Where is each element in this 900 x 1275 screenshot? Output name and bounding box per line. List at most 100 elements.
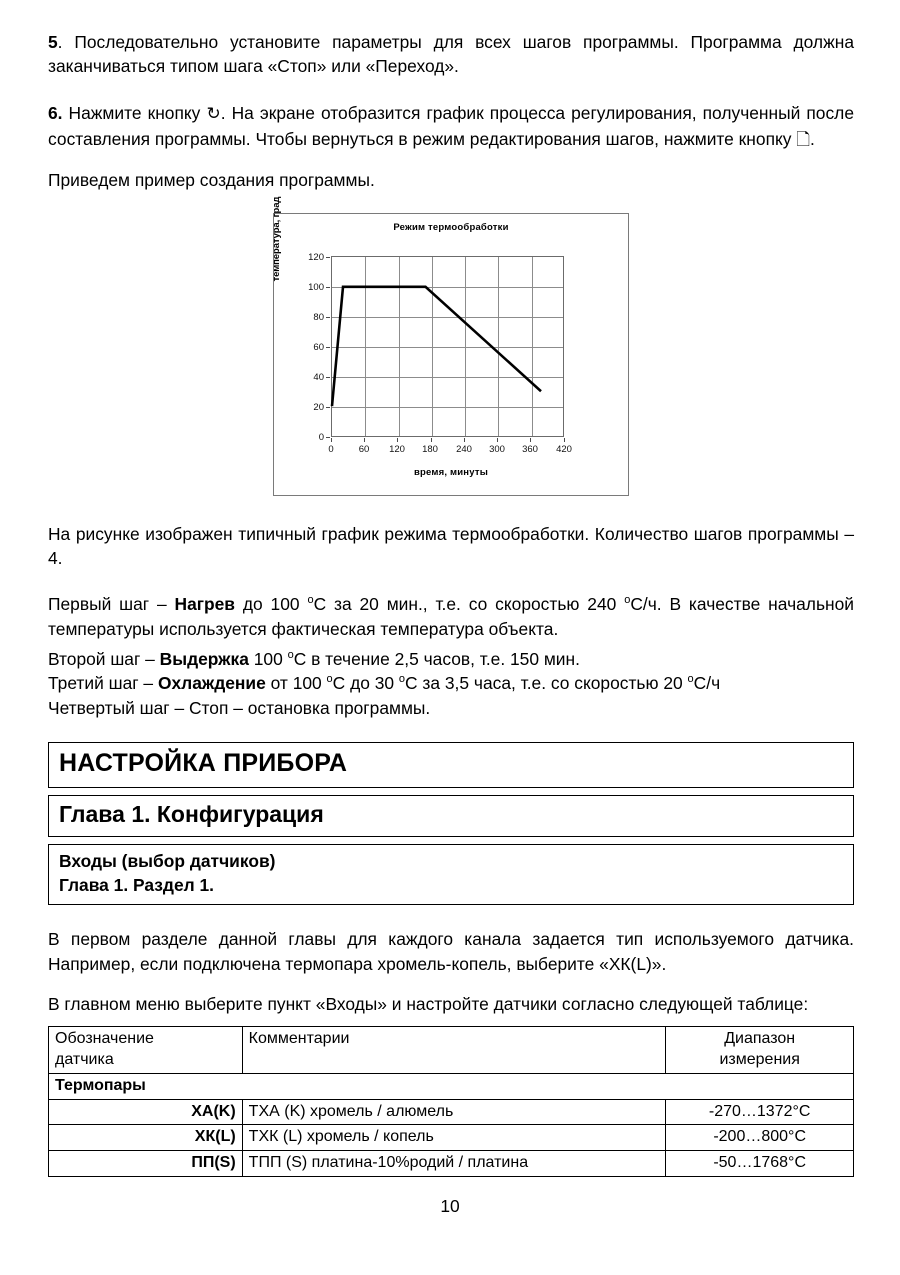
step-one-text-c: С/ч. В качестве начальной температуры ис… <box>48 594 854 639</box>
chart-tick-mark <box>364 437 365 442</box>
chart-tick-mark <box>326 406 330 408</box>
chart-tick-mark <box>497 437 498 442</box>
paragraph-6-number: 6. <box>48 102 63 123</box>
chart-y-tick-label: 100 <box>308 281 324 293</box>
step-one-type: Нагрев <box>174 594 235 615</box>
chart-tick-mark <box>326 316 330 318</box>
paragraph-table-intro: В главном меню выберите пункт «Входы» и … <box>48 993 809 1014</box>
chart-tick-mark <box>464 437 465 442</box>
table-header-sensor-designation: Обозначение датчика <box>48 1026 243 1074</box>
chart-x-tick-label: 60 <box>358 443 370 455</box>
table-cell-comment: ТПП (S) платина-10%родий / платина <box>241 1150 667 1178</box>
chart-y-tick-label: 40 <box>313 371 324 383</box>
chapter-heading-configuration: Глава 1. Конфигурация <box>48 795 854 838</box>
subsection-heading-line-1: Входы (выбор датчиков) <box>59 851 276 872</box>
chart-gridline-vertical <box>365 256 367 436</box>
chart-y-tick-label: 20 <box>313 401 324 413</box>
chart-y-tick-label: 120 <box>308 251 324 263</box>
chart-tick-mark <box>331 437 332 442</box>
degree-symbol: o <box>624 594 631 607</box>
spacer <box>48 788 854 795</box>
paragraph-step-6: 6. Нажмите кнопку ↻. На экране отобразит… <box>48 101 854 153</box>
spacer <box>48 496 854 522</box>
degree-symbol: o <box>307 594 314 607</box>
paragraph-example-intro: Приведем пример создания программы. <box>48 170 375 191</box>
table-header-row: Обозначение датчика Комментарии Диапазон… <box>48 1026 854 1074</box>
chart-gridline-horizontal <box>332 407 563 409</box>
chart-x-tick-label: 120 <box>389 443 405 455</box>
step-three-text-a: от 100 <box>265 673 327 694</box>
chart-gridline-horizontal <box>332 316 563 318</box>
spacer <box>48 570 854 592</box>
paragraph-step-four: Четвертый шаг – Стоп – остановка програм… <box>48 697 431 718</box>
table-cell-sensor-code: ХК(L) <box>48 1124 243 1152</box>
chart-x-tick-label: 240 <box>456 443 472 455</box>
degree-symbol: o <box>287 649 294 662</box>
paragraph-5-number: 5 <box>48 32 58 52</box>
table-cell-sensor-code: ПП(S) <box>48 1150 243 1178</box>
chart-title: Режим термообработки <box>393 221 509 233</box>
spacer <box>48 976 854 992</box>
chart-tick-mark <box>326 286 330 288</box>
table-header-measurement-range: Диапазон измерения <box>665 1026 854 1074</box>
table-cell-sensor-code: ХА(K) <box>48 1098 243 1126</box>
step-three-text-c: С за 3,5 часа, т.е. со скоростью 20 <box>405 673 688 694</box>
chart-x-tick-label: 420 <box>556 443 572 455</box>
table-cell-range: -270…1372°С <box>665 1098 854 1126</box>
chart-tick-mark <box>431 437 432 442</box>
spacer <box>48 837 854 844</box>
spacer <box>48 1016 854 1026</box>
sensor-types-table: Обозначение датчика Комментарии Диапазон… <box>48 1026 854 1178</box>
paragraph-6-text-b: . На экране отобразится график процесса … <box>48 102 854 149</box>
chart-gridline-horizontal <box>332 286 563 288</box>
chart-x-tick-label: 0 <box>328 443 334 455</box>
step-three-text-b: С до 30 <box>332 673 399 694</box>
table-row: ПП(S) ТПП (S) платина-10%родий / платина… <box>48 1150 854 1178</box>
step-three-prefix: Третий шаг – <box>48 673 158 694</box>
chart-tick-mark <box>397 437 398 442</box>
paragraph-step-5: 5. Последовательно установите параметры … <box>48 30 854 79</box>
chart-y-axis-label: температура, град <box>271 196 282 282</box>
paragraph-6-text-c: . <box>810 128 815 149</box>
chart-tick-mark <box>564 437 565 442</box>
table-cell-range: -200…800°С <box>665 1124 854 1152</box>
paragraph-step-two: Второй шаг – Выдержка 100 oС в течение 2… <box>48 647 854 671</box>
degree-symbol: o <box>326 673 333 686</box>
chart-gridline-vertical <box>498 256 500 436</box>
chart-gridline-horizontal <box>332 347 563 349</box>
chart-x-tick-label: 300 <box>489 443 505 455</box>
chart-y-tick-label: 60 <box>313 341 324 353</box>
paragraph-6-text-a: Нажмите кнопку <box>62 102 207 123</box>
subsection-heading-inputs: Входы (выбор датчиков) Глава 1. Раздел 1… <box>48 844 854 906</box>
spacer <box>48 79 854 101</box>
chart-tick-mark <box>326 346 330 348</box>
reset-icon: ↻ <box>206 103 221 124</box>
step-one-prefix: Первый шаг – <box>48 594 175 615</box>
chart-x-axis-label: время, минуты <box>413 466 489 478</box>
step-two-text-b: С в течение 2,5 часов, т.е. 150 мин. <box>293 649 580 670</box>
spacer <box>48 905 854 927</box>
step-one-text-a: до 100 <box>235 594 308 615</box>
header-cell-line-1: Диапазон <box>724 1030 796 1048</box>
spacer <box>48 720 854 742</box>
chart-gridline-vertical <box>531 256 533 436</box>
chart-gridline-vertical <box>398 256 400 436</box>
chart-x-tick-label: 180 <box>422 443 438 455</box>
page-number: 10 <box>440 1196 460 1216</box>
table-group-label-thermocouples: Термопары <box>48 1072 854 1100</box>
header-cell-line-2: измерения <box>719 1051 800 1069</box>
page-content: 5. Последовательно установите параметры … <box>48 30 854 1178</box>
thermal-mode-chart: Режим термообработки температура, град 0… <box>271 196 629 496</box>
page-document-icon: 🗋 <box>796 129 810 150</box>
step-two-text-a: 100 <box>248 649 288 670</box>
degree-symbol: o <box>687 673 694 686</box>
chart-tick-mark <box>326 256 330 258</box>
chart-gridline-horizontal <box>332 377 563 379</box>
table-row: ХА(K) ТХА (K) хромель / алюмель -270…137… <box>48 1098 854 1126</box>
degree-symbol: o <box>398 673 406 686</box>
chart-series-line <box>330 285 542 406</box>
step-three-text-d: С/ч <box>693 673 721 694</box>
table-row: ХК(L) ТХК (L) хромель / копель -200…800°… <box>48 1124 854 1152</box>
table-cell-range: -50…1768°С <box>665 1150 854 1178</box>
table-header-comments: Комментарии <box>241 1026 667 1074</box>
